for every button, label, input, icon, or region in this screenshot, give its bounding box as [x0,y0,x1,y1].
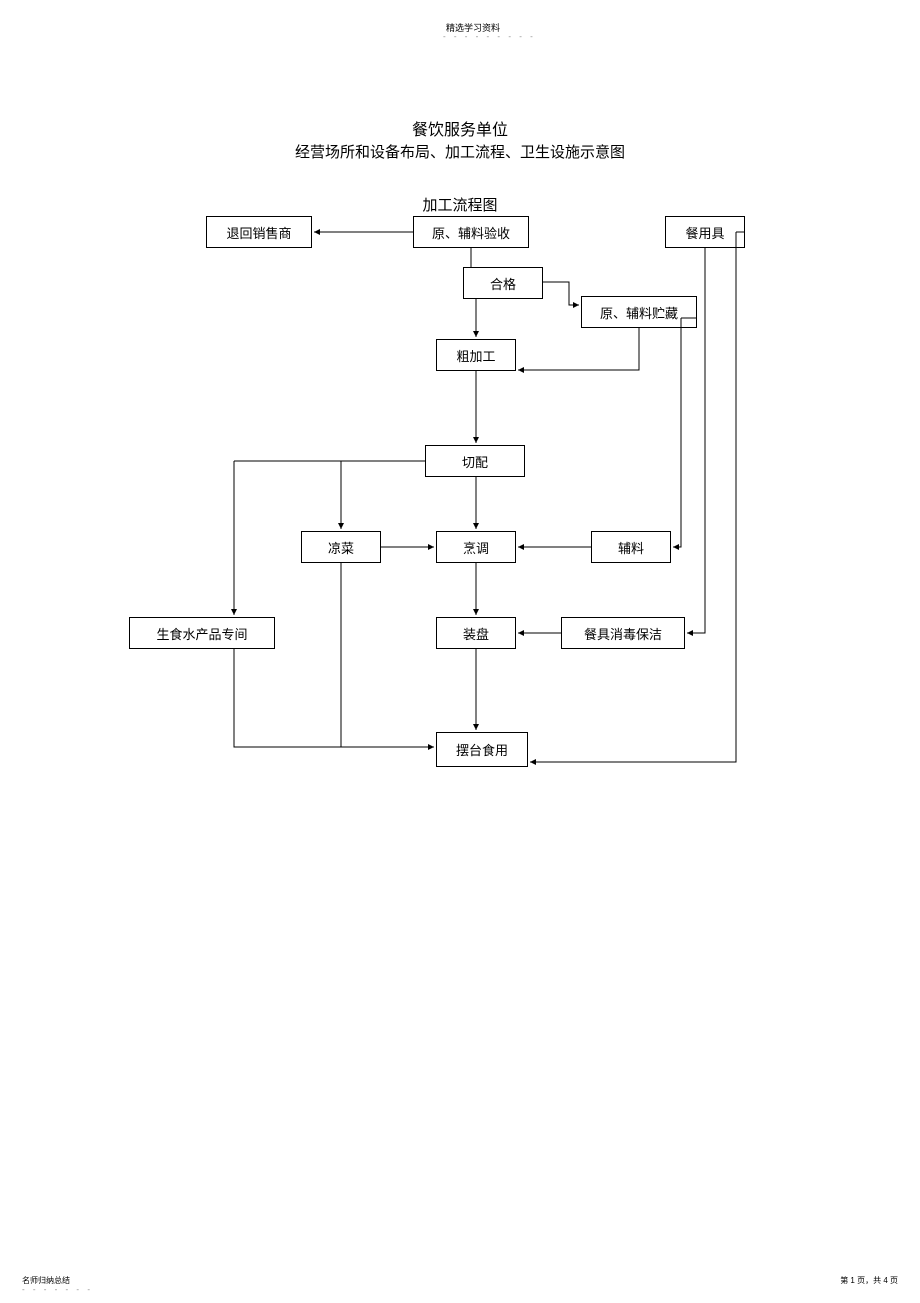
node-ingredient-check: 原、辅料验收 [413,216,529,248]
title-line1: 餐饮服务单位 [0,116,920,140]
header-dots: - - - - - - - - - [443,32,536,41]
node-return-seller: 退回销售商 [206,216,312,248]
node-cold-dish: 凉菜 [301,531,381,563]
node-auxiliary: 辅料 [591,531,671,563]
node-tableware: 餐用具 [665,216,745,248]
node-rough-process: 粗加工 [436,339,516,371]
node-serving: 摆台食用 [436,732,528,767]
node-ingredient-storage: 原、辅料贮藏 [581,296,697,328]
title-line2: 经营场所和设备布局、加工流程、卫生设施示意图 [0,141,920,162]
node-plating: 装盘 [436,617,516,649]
node-qualified: 合格 [463,267,543,299]
node-seafood-room: 生食水产品专间 [129,617,275,649]
node-cutting: 切配 [425,445,525,477]
footer-right: 第 1 页，共 4 页 [840,1275,898,1286]
node-cooking: 烹调 [436,531,516,563]
chart-title: 加工流程图 [0,194,920,215]
node-disinfection: 餐具消毒保洁 [561,617,685,649]
footer-left-dots: - - - - - - - [22,1285,93,1294]
